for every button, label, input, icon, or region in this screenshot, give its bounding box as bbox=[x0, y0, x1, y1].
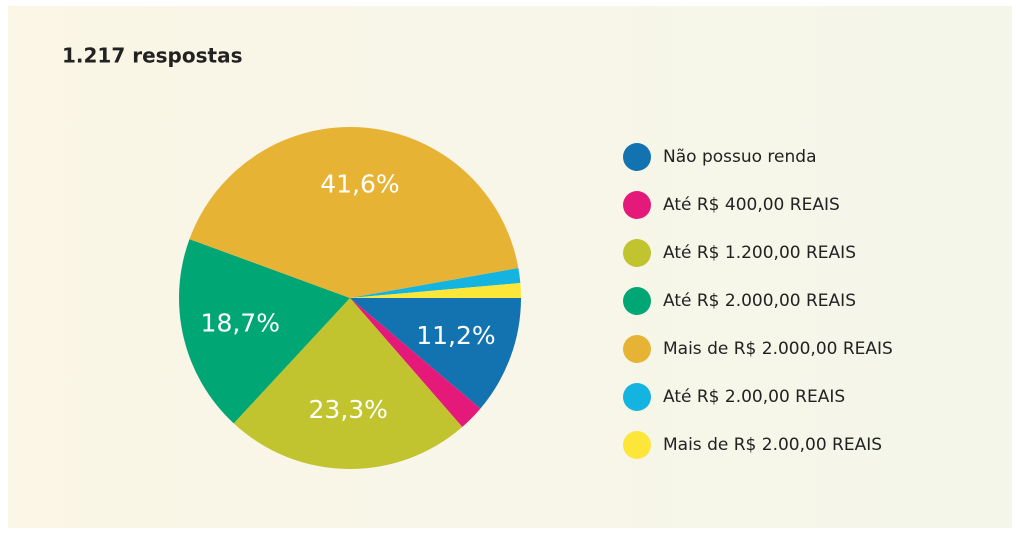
pie-slice bbox=[350, 298, 481, 427]
slice-label: 18,7% bbox=[201, 308, 280, 337]
legend-swatch bbox=[623, 383, 651, 411]
legend-label: Até R$ 1.200,00 REAIS bbox=[663, 243, 856, 263]
legend-label: Até R$ 2.000,00 REAIS bbox=[663, 291, 856, 311]
slice-label: 41,6% bbox=[320, 170, 399, 199]
legend-label: Mais de R$ 2.00,00 REAIS bbox=[663, 435, 882, 455]
legend-label: Não possuo renda bbox=[663, 147, 816, 167]
chart-title: 1.217 respostas bbox=[62, 44, 242, 68]
pie-slice bbox=[189, 127, 519, 298]
legend-label: Até R$ 2.00,00 REAIS bbox=[663, 387, 845, 407]
pie-slice bbox=[233, 298, 463, 469]
slice-label: 23,3% bbox=[309, 395, 388, 424]
pie-slice bbox=[350, 298, 521, 409]
legend-swatch bbox=[623, 143, 651, 171]
slice-label: 11,2% bbox=[416, 321, 495, 350]
pie-slice bbox=[350, 268, 521, 298]
legend-label: Até R$ 400,00 REAIS bbox=[663, 195, 840, 215]
legend-swatch bbox=[623, 191, 651, 219]
pie-slice bbox=[179, 239, 350, 424]
legend-swatch bbox=[623, 431, 651, 459]
legend-swatch bbox=[623, 287, 651, 315]
legend-swatch bbox=[623, 239, 651, 267]
pie-slice bbox=[350, 282, 521, 298]
legend-swatch bbox=[623, 335, 651, 363]
legend-label: Mais de R$ 2.000,00 REAIS bbox=[663, 339, 893, 359]
